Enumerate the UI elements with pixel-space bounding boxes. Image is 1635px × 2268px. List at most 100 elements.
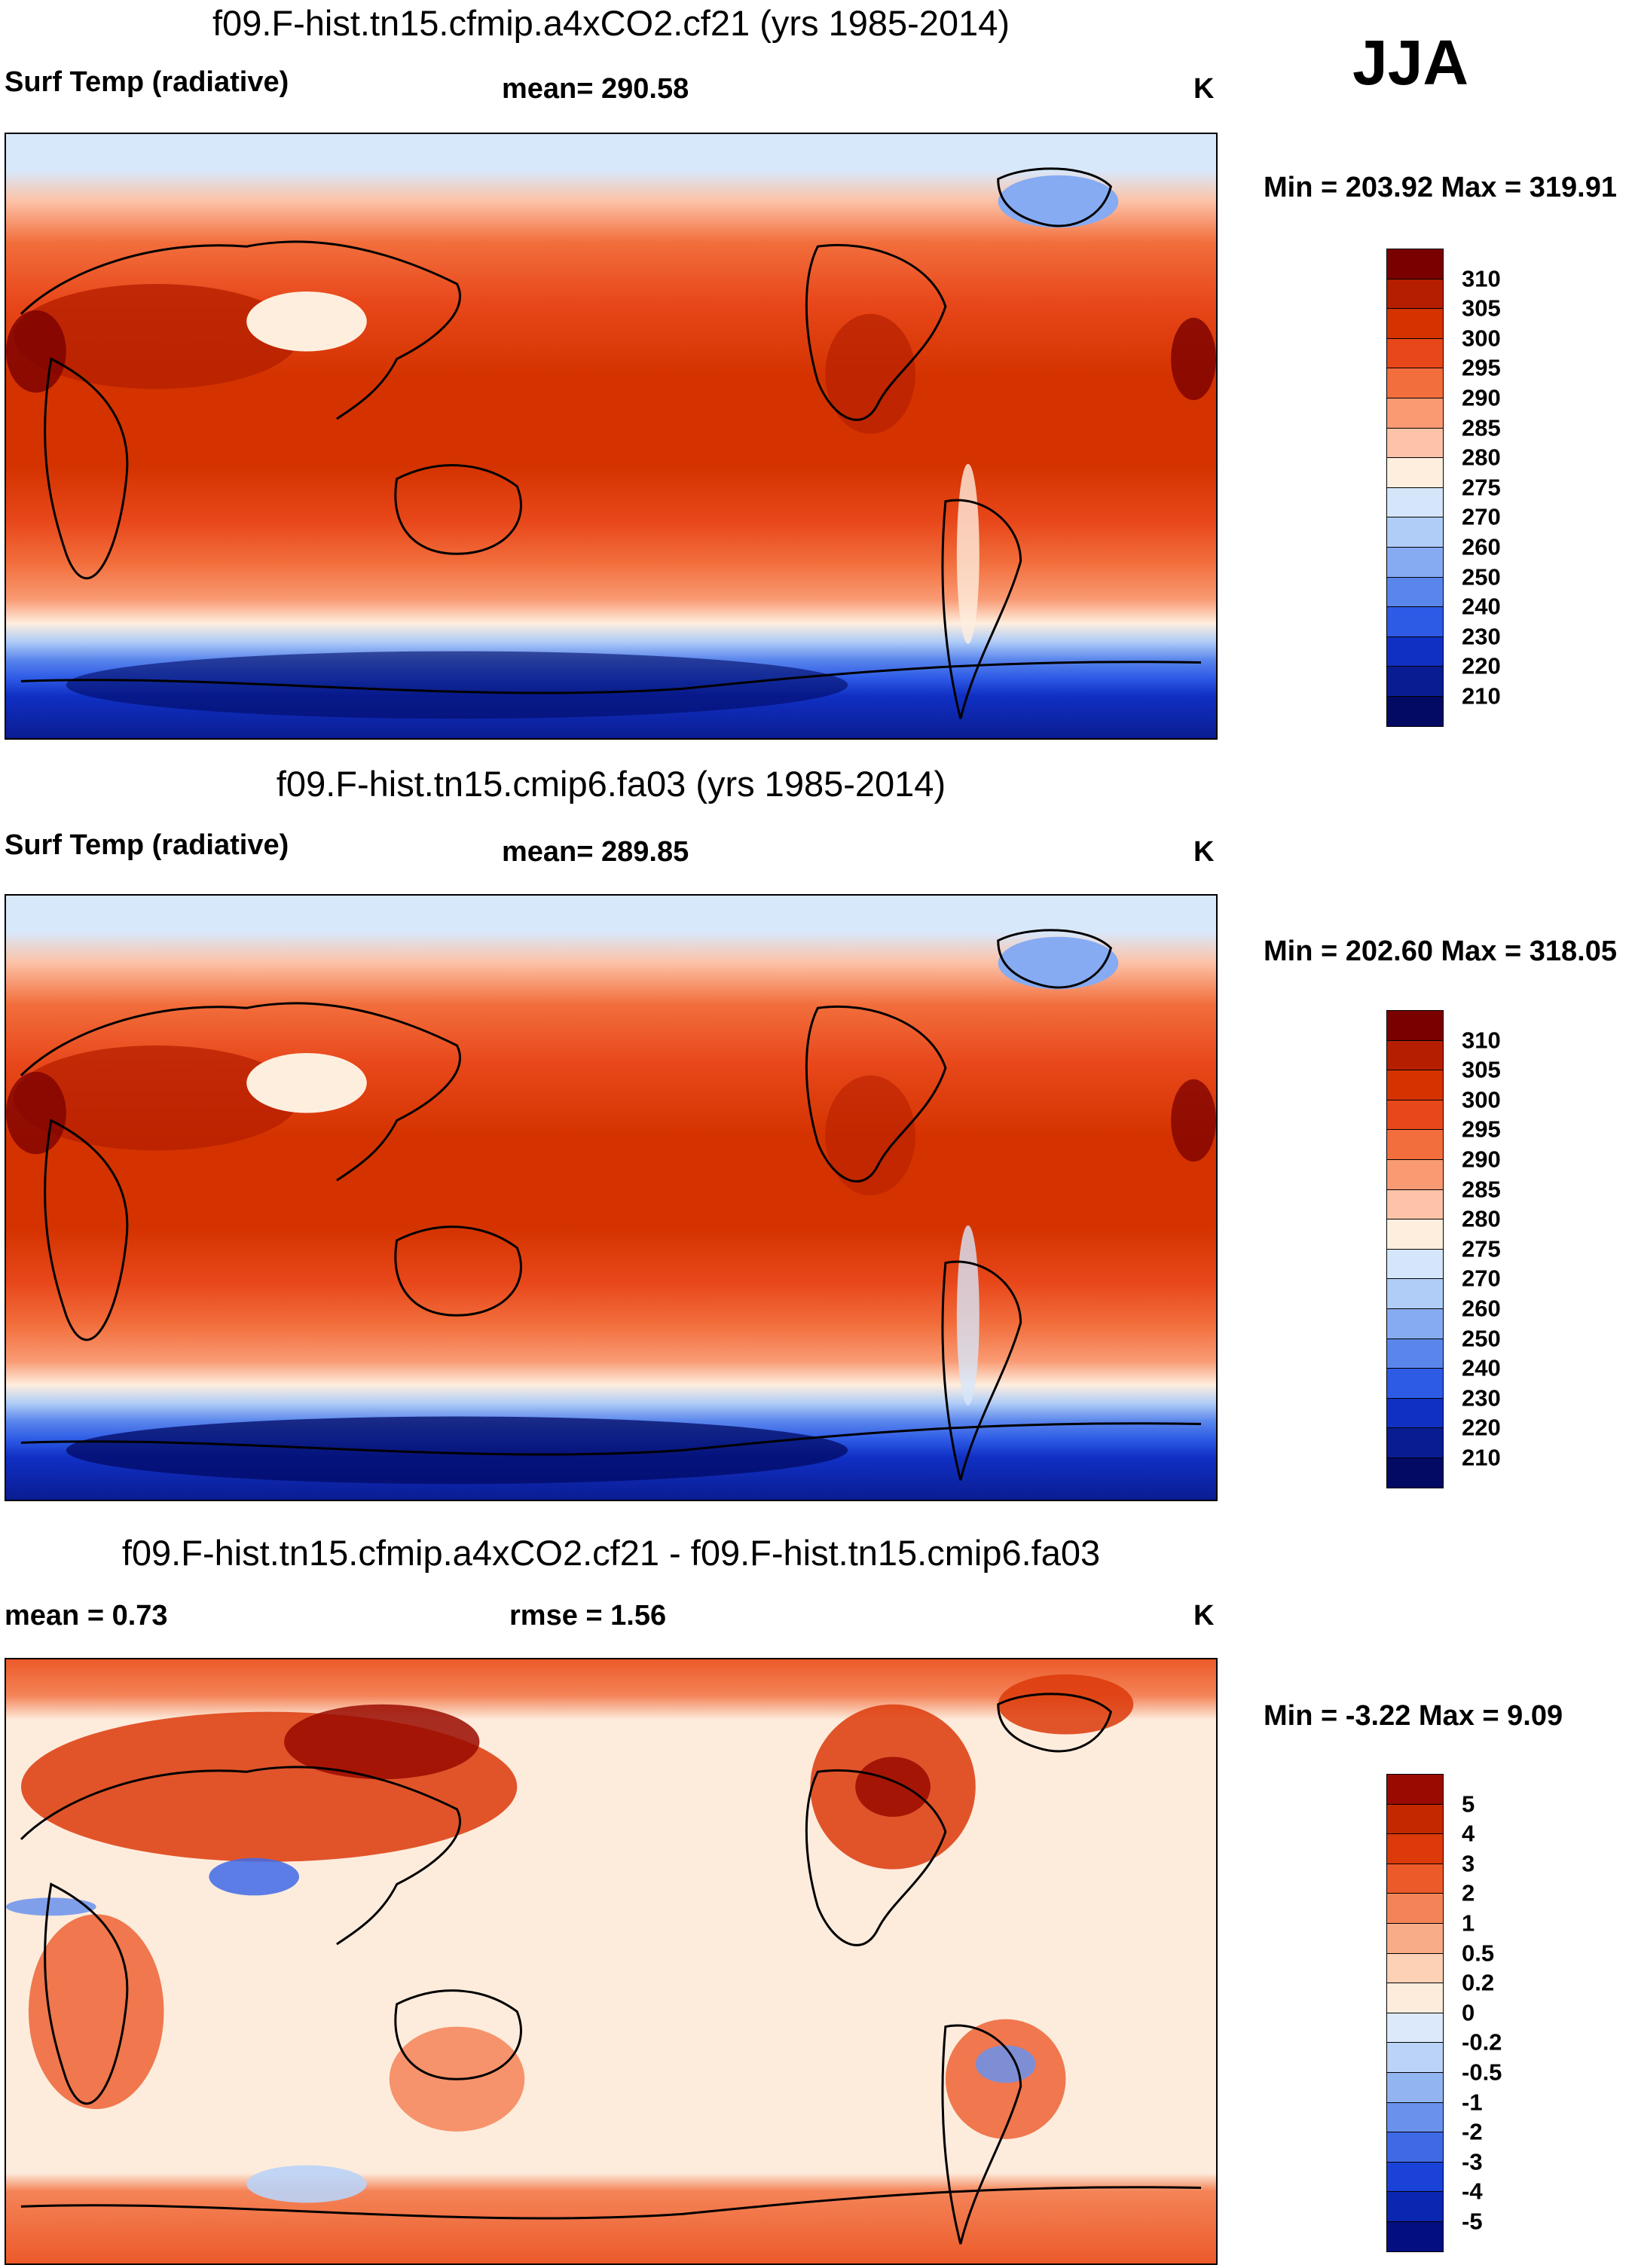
colorbar-swatch — [1386, 1189, 1444, 1220]
panel-3-rmse-label: rmse = 1.56 — [509, 1600, 667, 1632]
colorbar-tick-label: 210 — [1462, 682, 1501, 710]
colorbar-tick-label: 250 — [1462, 1325, 1501, 1352]
colorbar-tick-label: 275 — [1462, 1235, 1501, 1262]
colorbar-tick-label: -5 — [1462, 2208, 1483, 2235]
colorbar-swatch — [1386, 1863, 1444, 1894]
colorbar-swatch — [1386, 1308, 1444, 1339]
colorbar-tick-label: 0.5 — [1462, 1940, 1495, 1967]
colorbar-tick-label: 1 — [1462, 1909, 1475, 1937]
colorbar-swatch — [1386, 2042, 1444, 2073]
colorbar-swatch — [1386, 517, 1444, 548]
colorbar-swatch — [1386, 1983, 1444, 2013]
colorbar-swatch — [1386, 636, 1444, 667]
panel-2-minmax: Min = 202.60 Max = 318.05 — [1264, 936, 1617, 967]
colorbar-tick-label: 240 — [1462, 593, 1501, 620]
colorbar-tick-label: 305 — [1462, 1056, 1501, 1083]
panel-2-title: f09.F-hist.tn15.cmip6.fa03 (yrs 1985-201… — [276, 764, 946, 804]
colorbar-tick-label: 210 — [1462, 1444, 1501, 1471]
colorbar-swatch — [1386, 1338, 1444, 1369]
colorbar-swatch — [1386, 606, 1444, 637]
panel-1-units-label: K — [1193, 73, 1215, 105]
panel-1-title: f09.F-hist.tn15.cfmip.a4xCO2.cf21 (yrs 1… — [212, 3, 1010, 43]
colorbar-tick-label: 270 — [1462, 503, 1501, 530]
colorbar-tick-label: 270 — [1462, 1265, 1501, 1292]
panel-3-mean-label: mean = 0.73 — [5, 1600, 168, 1632]
colorbar-tick-label: 240 — [1462, 1354, 1501, 1381]
colorbar-swatch — [1386, 1278, 1444, 1309]
colorbar-swatch — [1386, 457, 1444, 488]
colorbar-tick-label: 4 — [1462, 1820, 1475, 1847]
colorbar-swatch — [1386, 576, 1444, 608]
colorbar-swatch — [1386, 1159, 1444, 1190]
panel-1-temperature-field — [6, 134, 1216, 738]
colorbar-tick-label: 230 — [1462, 1384, 1501, 1412]
colorbar-tick-label: 3 — [1462, 1850, 1475, 1877]
panel-1-map — [5, 133, 1218, 740]
colorbar-tick-label: 0.2 — [1462, 1969, 1495, 1996]
panel-2-variable-label: Surf Temp (radiative) — [5, 829, 289, 861]
colorbar-tick-label: 300 — [1462, 325, 1501, 352]
season-label: JJA — [1352, 27, 1469, 98]
colorbar-swatch — [1386, 1129, 1444, 1160]
panel-2-temperature-field — [6, 896, 1216, 1500]
colorbar-tick-label: 290 — [1462, 1146, 1501, 1173]
colorbar-tick-label: 250 — [1462, 563, 1501, 591]
colorbar-tick-label: 220 — [1462, 1414, 1501, 1441]
colorbar-tick-label: -0.5 — [1462, 2059, 1502, 2086]
colorbar-tick-label: 305 — [1462, 295, 1501, 322]
colorbar-swatch — [1386, 1010, 1444, 1041]
colorbar-swatch — [1386, 1803, 1444, 1835]
colorbar-tick-label: 0 — [1462, 1999, 1475, 2026]
colorbar-swatch — [1386, 1427, 1444, 1458]
colorbar-swatch — [1386, 368, 1444, 398]
colorbar-tick-label: 300 — [1462, 1086, 1501, 1113]
panel-3-colorbar: 5 4 3 2 1 0.5 0.2 0 -0.2 -0.5 -1 -2 -3 -4 -5 — [1386, 1774, 1502, 2252]
colorbar-swatch — [1386, 1248, 1444, 1280]
panel-2-map — [5, 894, 1218, 1501]
colorbar-swatch — [1386, 1070, 1444, 1100]
colorbar-swatch — [1386, 2012, 1444, 2044]
colorbar-tick-label: 280 — [1462, 444, 1501, 471]
colorbar-swatch — [1386, 1397, 1444, 1429]
colorbar-swatch — [1386, 1219, 1444, 1250]
colorbar-swatch — [1386, 2132, 1444, 2163]
colorbar-swatch — [1386, 2161, 1444, 2193]
panel-3-title: f09.F-hist.tn15.cfmip.a4xCO2.cf21 - f09.… — [121, 1533, 1101, 1573]
colorbar-swatch — [1386, 427, 1444, 459]
colorbar-swatch — [1386, 308, 1444, 339]
panel-2-units-label: K — [1193, 836, 1215, 868]
colorbar-swatch — [1386, 666, 1444, 697]
colorbar-swatch — [1386, 487, 1444, 518]
panel-1-variable-label: Surf Temp (radiative) — [5, 66, 289, 98]
colorbar-tick-label: 280 — [1462, 1205, 1501, 1232]
panel-1-mean-label: mean= 290.58 — [502, 73, 689, 105]
colorbar-swatch — [1386, 278, 1444, 310]
colorbar-swatch — [1386, 1458, 1444, 1488]
panel-3-map — [5, 1658, 1218, 2265]
colorbar-swatch — [1386, 1368, 1444, 1399]
panel-3-minmax: Min = -3.22 Max = 9.09 — [1264, 1700, 1563, 1732]
colorbar-swatch — [1386, 1039, 1444, 1071]
panel-2-mean-label: mean= 289.85 — [502, 836, 689, 868]
colorbar-swatch — [1386, 2191, 1444, 2222]
colorbar-tick-label: 5 — [1462, 1790, 1475, 1818]
colorbar-tick-label: 310 — [1462, 1027, 1501, 1054]
panel-3-units-label: K — [1193, 1600, 1215, 1632]
colorbar-tick-label: 230 — [1462, 623, 1501, 650]
colorbar-swatch — [1386, 1923, 1444, 1954]
colorbar-tick-label: -2 — [1462, 2118, 1483, 2145]
colorbar-tick-label: 290 — [1462, 384, 1501, 411]
colorbar-swatch — [1386, 1099, 1444, 1131]
colorbar-tick-label: 275 — [1462, 474, 1501, 501]
panel-1-colorbar: 310 305 300 295 290 285 280 275 270 260 250 240 230 2… — [1386, 249, 1501, 727]
colorbar-tick-label: 310 — [1462, 265, 1501, 292]
colorbar-swatch — [1386, 1833, 1444, 1864]
colorbar-tick-label: 285 — [1462, 414, 1501, 441]
colorbar-tick-label: -4 — [1462, 2178, 1483, 2205]
colorbar-swatch — [1386, 249, 1444, 279]
colorbar-swatch — [1386, 2072, 1444, 2103]
colorbar-tick-label: 295 — [1462, 1116, 1501, 1143]
colorbar-tick-label: -0.2 — [1462, 2028, 1502, 2056]
colorbar-swatch — [1386, 547, 1444, 578]
colorbar-swatch — [1386, 1952, 1444, 1984]
